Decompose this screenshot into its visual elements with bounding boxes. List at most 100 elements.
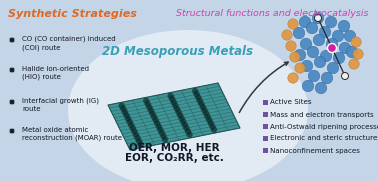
Circle shape xyxy=(326,38,338,50)
Circle shape xyxy=(198,101,204,107)
Circle shape xyxy=(136,138,142,144)
Text: Interfacial growth (IG)
route: Interfacial growth (IG) route xyxy=(22,98,99,112)
Circle shape xyxy=(208,120,214,127)
Polygon shape xyxy=(108,83,240,150)
Circle shape xyxy=(119,103,125,109)
Circle shape xyxy=(175,109,182,115)
FancyBboxPatch shape xyxy=(262,111,268,117)
Circle shape xyxy=(349,59,359,69)
Circle shape xyxy=(162,136,168,143)
Circle shape xyxy=(151,114,157,120)
Circle shape xyxy=(197,98,203,104)
Circle shape xyxy=(351,37,361,47)
Circle shape xyxy=(201,107,208,114)
Circle shape xyxy=(127,119,133,125)
Circle shape xyxy=(312,12,324,24)
Circle shape xyxy=(143,98,149,104)
Circle shape xyxy=(290,52,300,62)
Text: Structural functions and electrocatalysis: Structural functions and electrocatalysi… xyxy=(176,9,368,18)
Circle shape xyxy=(156,123,162,130)
Circle shape xyxy=(157,127,164,133)
Circle shape xyxy=(338,20,350,32)
Circle shape xyxy=(185,128,191,134)
Circle shape xyxy=(149,111,156,117)
Circle shape xyxy=(167,93,174,99)
Circle shape xyxy=(200,104,206,110)
FancyBboxPatch shape xyxy=(262,100,268,104)
Circle shape xyxy=(195,94,201,101)
Circle shape xyxy=(145,101,151,107)
Circle shape xyxy=(192,88,198,94)
Circle shape xyxy=(315,82,327,94)
Circle shape xyxy=(346,46,358,58)
Circle shape xyxy=(293,27,305,39)
Circle shape xyxy=(131,128,138,135)
Circle shape xyxy=(321,72,333,84)
Circle shape xyxy=(300,38,312,50)
Circle shape xyxy=(344,30,356,42)
Circle shape xyxy=(123,112,130,119)
Text: Synthetic Strategies: Synthetic Strategies xyxy=(8,9,136,19)
Text: Electronic and steric structures: Electronic and steric structures xyxy=(270,136,378,142)
Circle shape xyxy=(160,133,167,139)
Circle shape xyxy=(301,60,313,72)
Circle shape xyxy=(314,14,322,22)
Circle shape xyxy=(299,16,311,28)
Circle shape xyxy=(288,73,298,83)
Circle shape xyxy=(319,26,331,38)
Circle shape xyxy=(178,115,185,122)
Text: EOR, CO₂RR, etc.: EOR, CO₂RR, etc. xyxy=(125,153,223,163)
Circle shape xyxy=(294,49,306,61)
Circle shape xyxy=(332,30,344,42)
Circle shape xyxy=(204,114,211,120)
Circle shape xyxy=(282,30,292,40)
Circle shape xyxy=(320,50,332,62)
Circle shape xyxy=(325,16,337,28)
Circle shape xyxy=(353,49,363,59)
Circle shape xyxy=(128,122,135,128)
Circle shape xyxy=(133,132,139,138)
Circle shape xyxy=(307,46,319,58)
Circle shape xyxy=(314,56,326,68)
Circle shape xyxy=(295,63,305,73)
Circle shape xyxy=(122,109,128,115)
Circle shape xyxy=(194,91,200,98)
Ellipse shape xyxy=(68,30,308,181)
Circle shape xyxy=(180,119,186,125)
Circle shape xyxy=(203,110,209,117)
Circle shape xyxy=(159,130,165,136)
Circle shape xyxy=(174,106,180,112)
Text: OER, MOR, HER: OER, MOR, HER xyxy=(129,143,219,153)
Text: CO (CO container) induced
(COI) route: CO (CO container) induced (COI) route xyxy=(22,36,116,51)
Circle shape xyxy=(169,96,175,102)
Circle shape xyxy=(302,80,314,92)
Circle shape xyxy=(120,106,127,112)
Text: Metal oxide atomic
reconstruction (MOAR) route: Metal oxide atomic reconstruction (MOAR)… xyxy=(22,127,122,141)
Circle shape xyxy=(130,125,136,131)
Circle shape xyxy=(152,117,159,123)
Circle shape xyxy=(186,131,193,138)
Circle shape xyxy=(206,117,212,123)
Text: Mass and electron transports: Mass and electron transports xyxy=(270,111,373,117)
Circle shape xyxy=(170,99,177,106)
Circle shape xyxy=(177,112,183,119)
Circle shape xyxy=(134,135,141,141)
Text: Halide ion-oriented
(HIO) route: Halide ion-oriented (HIO) route xyxy=(22,66,89,80)
Circle shape xyxy=(183,125,190,131)
Circle shape xyxy=(148,107,154,114)
Circle shape xyxy=(313,34,325,46)
Circle shape xyxy=(154,120,160,127)
Text: Nanoconfinement spaces: Nanoconfinement spaces xyxy=(270,148,360,153)
Circle shape xyxy=(172,102,178,109)
Text: Anti-Ostwald ripening processes: Anti-Ostwald ripening processes xyxy=(270,123,378,129)
Circle shape xyxy=(306,22,318,34)
FancyBboxPatch shape xyxy=(262,136,268,140)
Circle shape xyxy=(288,19,298,29)
Circle shape xyxy=(308,70,320,82)
Circle shape xyxy=(209,123,215,130)
FancyBboxPatch shape xyxy=(262,123,268,129)
Circle shape xyxy=(286,41,296,51)
Circle shape xyxy=(181,122,188,128)
Text: 2D Mesoporous Metals: 2D Mesoporous Metals xyxy=(102,45,254,58)
Circle shape xyxy=(333,52,345,64)
